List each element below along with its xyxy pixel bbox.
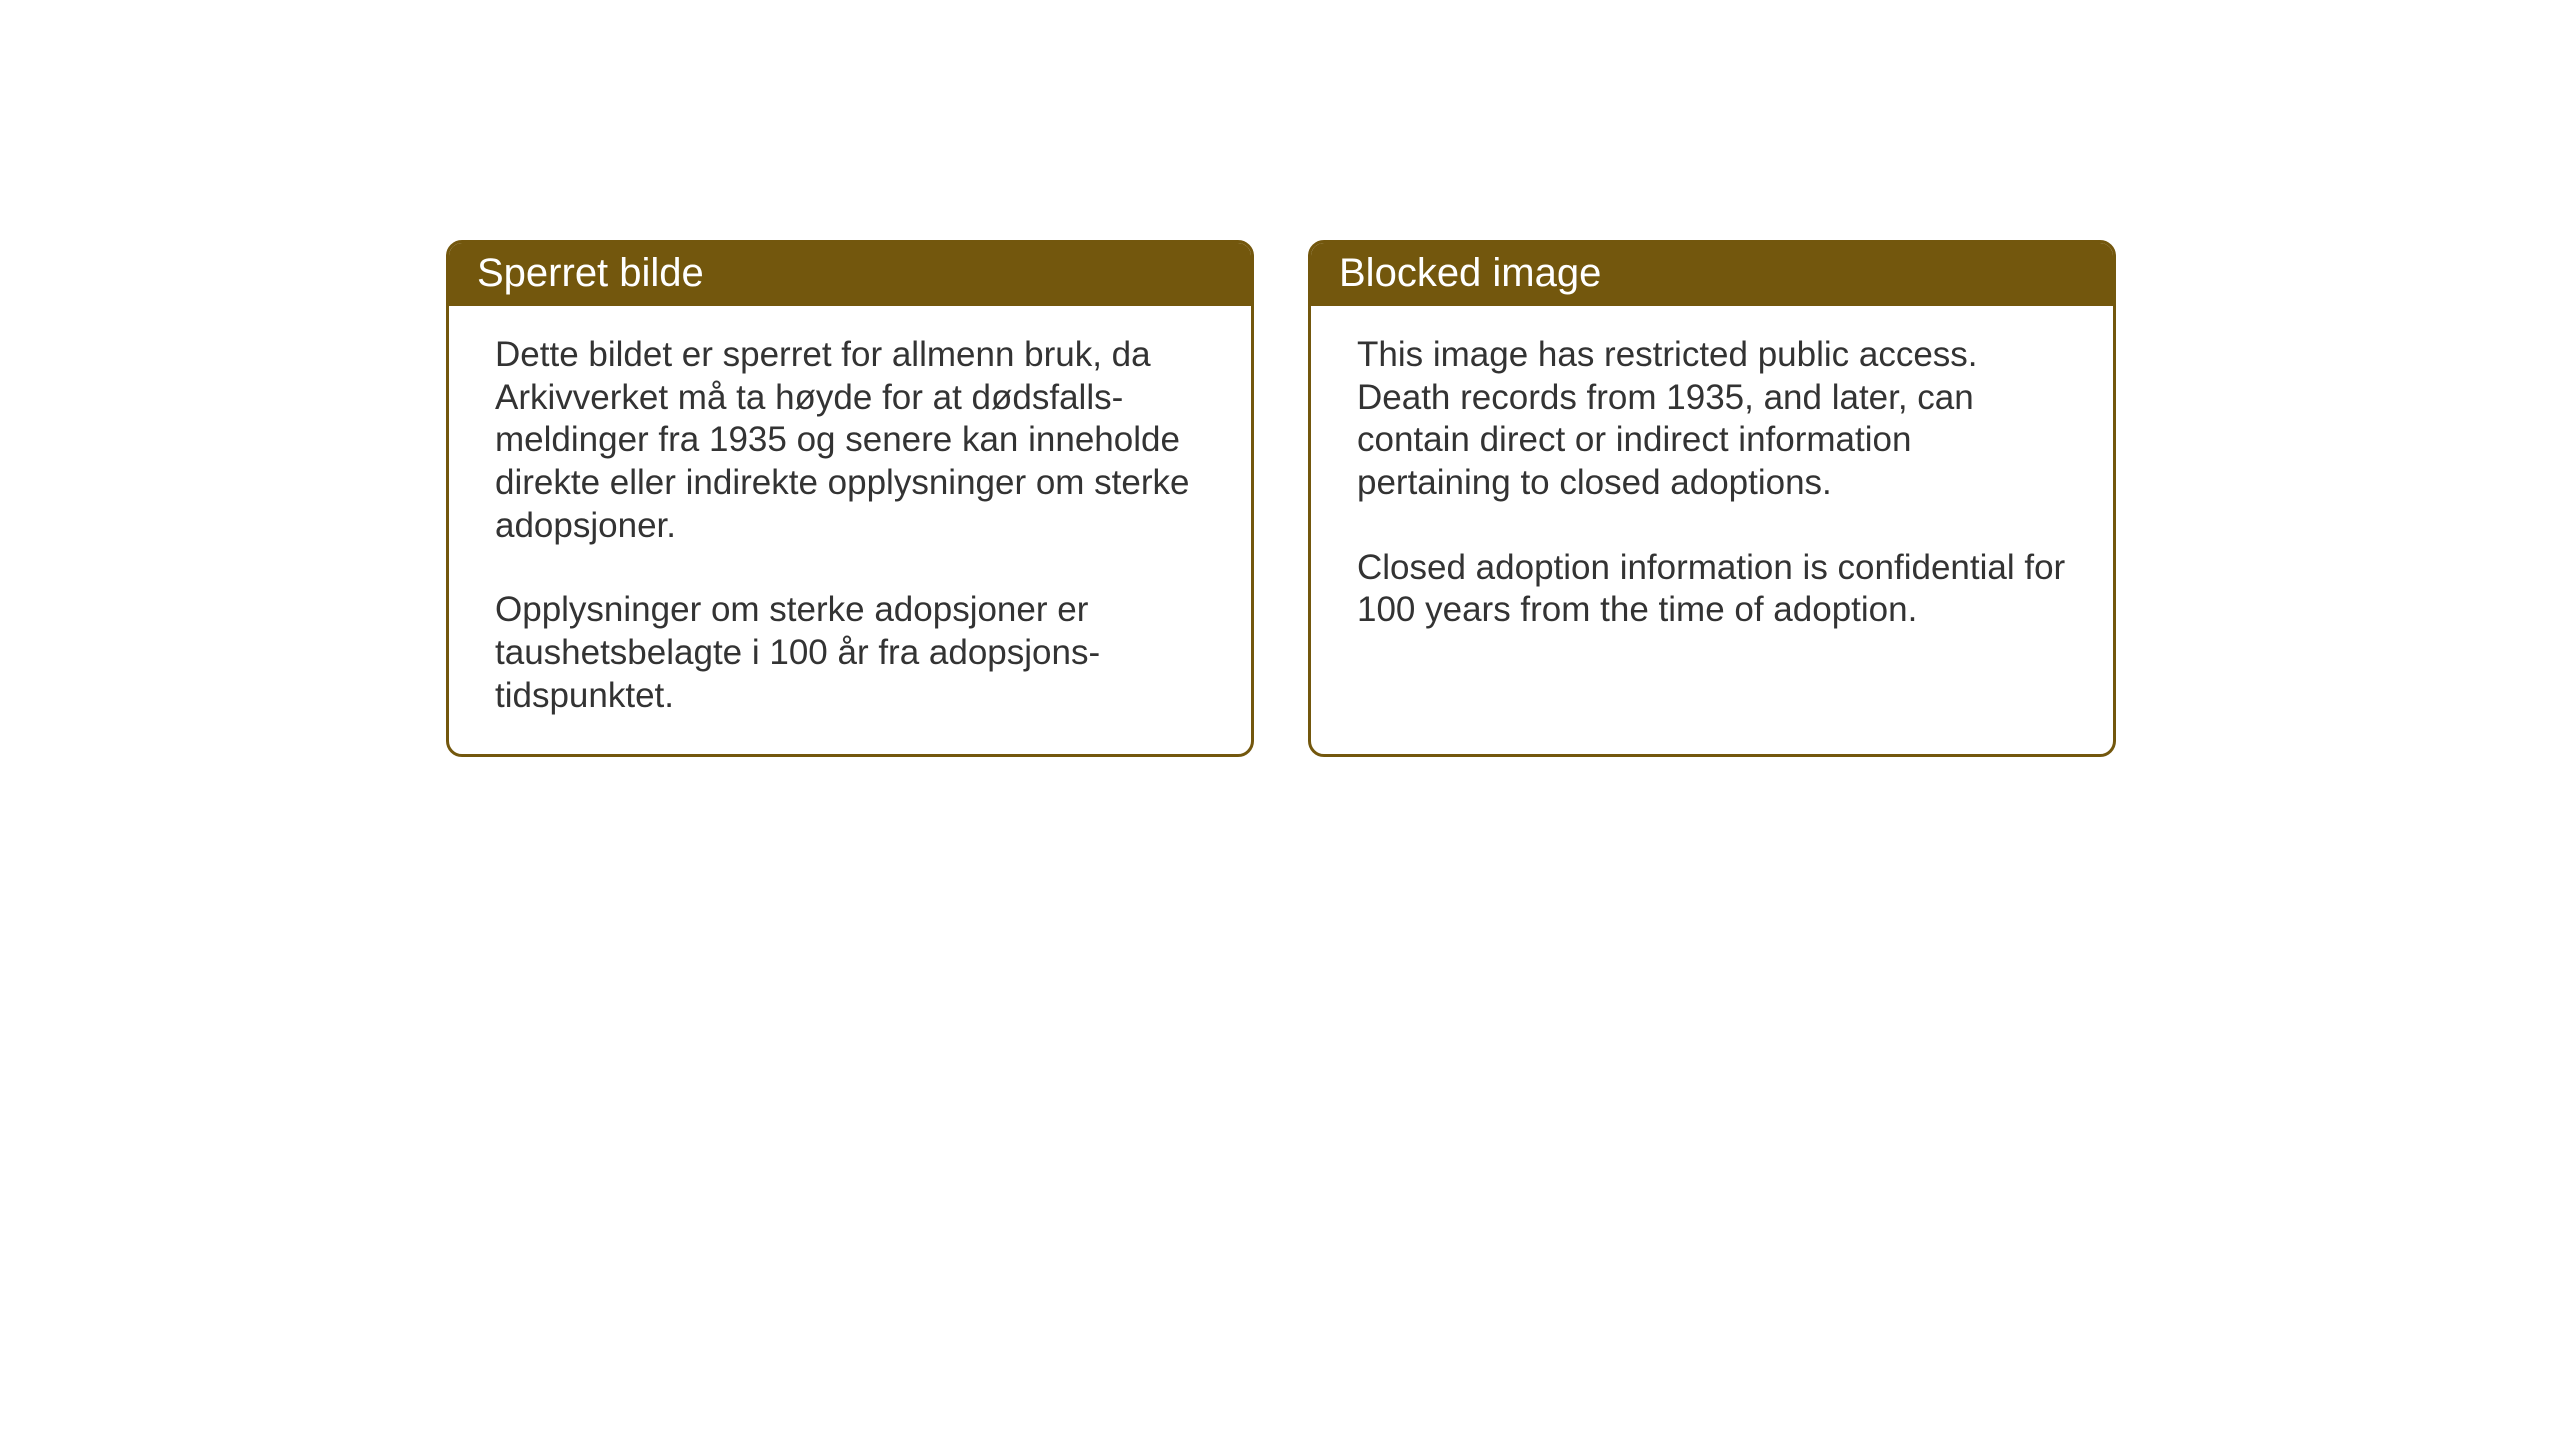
notice-header-norwegian: Sperret bilde xyxy=(449,243,1251,306)
notice-container: Sperret bilde Dette bildet er sperret fo… xyxy=(446,240,2116,757)
notice-para-norwegian-2: Opplysninger om sterke adopsjoner er tau… xyxy=(495,589,1205,717)
notice-box-norwegian: Sperret bilde Dette bildet er sperret fo… xyxy=(446,240,1254,757)
notice-body-norwegian: Dette bildet er sperret for allmenn bruk… xyxy=(449,306,1251,754)
notice-para-norwegian-1: Dette bildet er sperret for allmenn bruk… xyxy=(495,334,1205,547)
notice-body-english: This image has restricted public access.… xyxy=(1311,306,2113,732)
notice-header-english: Blocked image xyxy=(1311,243,2113,306)
notice-box-english: Blocked image This image has restricted … xyxy=(1308,240,2116,757)
notice-para-english-1: This image has restricted public access.… xyxy=(1357,334,2067,505)
notice-para-english-2: Closed adoption information is confident… xyxy=(1357,547,2067,632)
